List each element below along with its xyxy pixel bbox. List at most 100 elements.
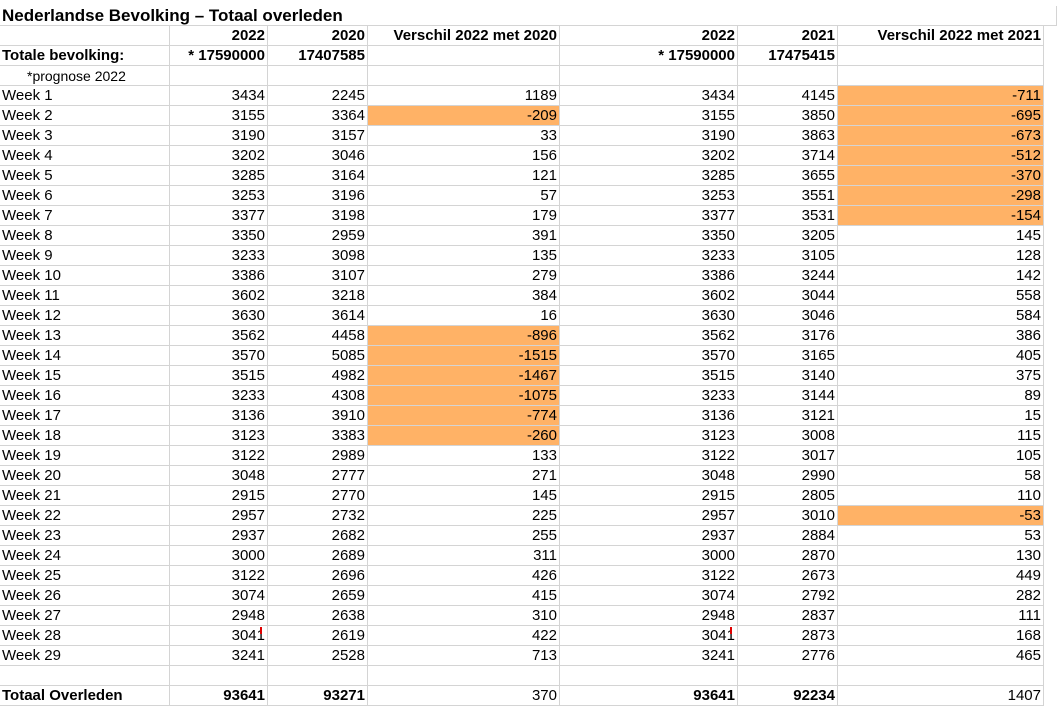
prognose-note[interactable]: *prognose 2022: [0, 66, 170, 86]
week-2020[interactable]: 3383: [268, 426, 368, 446]
week-2022-right[interactable]: 3123: [560, 426, 738, 446]
week-diff-2020[interactable]: -260: [368, 426, 560, 446]
week-2020[interactable]: 2732: [268, 506, 368, 526]
population-2022-left[interactable]: * 17590000: [170, 46, 268, 66]
week-2022-right[interactable]: 3602: [560, 286, 738, 306]
week-diff-2021[interactable]: 128: [838, 246, 1044, 266]
population-2020[interactable]: 17407585: [268, 46, 368, 66]
empty-cell[interactable]: [560, 666, 738, 686]
week-diff-2021[interactable]: 130: [838, 546, 1044, 566]
week-2022-left[interactable]: 3602: [170, 286, 268, 306]
week-diff-2021[interactable]: 115: [838, 426, 1044, 446]
week-diff-2021[interactable]: -53: [838, 506, 1044, 526]
week-2020[interactable]: 2689: [268, 546, 368, 566]
week-2020[interactable]: 3164: [268, 166, 368, 186]
week-label[interactable]: Week 29: [0, 646, 170, 666]
note-empty-cell[interactable]: [738, 66, 838, 86]
week-diff-2020[interactable]: -1467: [368, 366, 560, 386]
week-2021[interactable]: 2884: [738, 526, 838, 546]
week-2021[interactable]: 3863: [738, 126, 838, 146]
empty-cell[interactable]: [170, 666, 268, 686]
week-2020[interactable]: 3098: [268, 246, 368, 266]
week-diff-2020[interactable]: -896: [368, 326, 560, 346]
week-2022-right[interactable]: 3434: [560, 86, 738, 106]
population-2022-right[interactable]: * 17590000: [560, 46, 738, 66]
week-2022-right[interactable]: 3515: [560, 366, 738, 386]
empty-cell[interactable]: [838, 666, 1044, 686]
header-2021[interactable]: 2021: [738, 26, 838, 46]
note-empty-cell[interactable]: [268, 66, 368, 86]
week-diff-2021[interactable]: 15: [838, 406, 1044, 426]
population-2021[interactable]: 17475415: [738, 46, 838, 66]
week-2022-right[interactable]: 3202: [560, 146, 738, 166]
week-label[interactable]: Week 9: [0, 246, 170, 266]
week-2021[interactable]: 2990: [738, 466, 838, 486]
week-2020[interactable]: 2245: [268, 86, 368, 106]
week-diff-2021[interactable]: 465: [838, 646, 1044, 666]
week-2022-right[interactable]: 3122: [560, 566, 738, 586]
week-diff-2020[interactable]: -774: [368, 406, 560, 426]
week-label[interactable]: Week 28: [0, 626, 170, 646]
week-2022-left[interactable]: 2948: [170, 606, 268, 626]
week-diff-2020[interactable]: 426: [368, 566, 560, 586]
week-label[interactable]: Week 14: [0, 346, 170, 366]
week-label[interactable]: Week 18: [0, 426, 170, 446]
comment-marker-icon[interactable]: [260, 627, 262, 634]
week-2022-right[interactable]: 3241: [560, 646, 738, 666]
week-2020[interactable]: 2682: [268, 526, 368, 546]
week-2021[interactable]: 3140: [738, 366, 838, 386]
total-2022-left[interactable]: 93641: [170, 686, 268, 706]
week-2021[interactable]: 3121: [738, 406, 838, 426]
week-2022-right[interactable]: 3386: [560, 266, 738, 286]
week-2022-left[interactable]: 3386: [170, 266, 268, 286]
sheet-title[interactable]: Nederlandse Bevolking – Totaal overleden: [0, 6, 1057, 26]
week-diff-2021[interactable]: 111: [838, 606, 1044, 626]
week-label[interactable]: Week 12: [0, 306, 170, 326]
total-diff-2021[interactable]: 1407: [838, 686, 1044, 706]
week-label[interactable]: Week 19: [0, 446, 170, 466]
week-2022-right[interactable]: 2957: [560, 506, 738, 526]
week-2021[interactable]: 3165: [738, 346, 838, 366]
header-2022-right[interactable]: 2022: [560, 26, 738, 46]
week-diff-2021[interactable]: -154: [838, 206, 1044, 226]
week-diff-2020[interactable]: 33: [368, 126, 560, 146]
week-diff-2020[interactable]: -1075: [368, 386, 560, 406]
week-2022-left[interactable]: 3241: [170, 646, 268, 666]
week-diff-2020[interactable]: 145: [368, 486, 560, 506]
week-diff-2021[interactable]: 168: [838, 626, 1044, 646]
week-2022-left[interactable]: 3515: [170, 366, 268, 386]
week-2022-left[interactable]: 3562: [170, 326, 268, 346]
week-2022-left[interactable]: 3048: [170, 466, 268, 486]
week-label[interactable]: Week 2: [0, 106, 170, 126]
week-2021[interactable]: 2870: [738, 546, 838, 566]
week-2021[interactable]: 2873: [738, 626, 838, 646]
header-2022-left[interactable]: 2022: [170, 26, 268, 46]
week-2022-right[interactable]: 3190: [560, 126, 738, 146]
week-2022-left[interactable]: 3630: [170, 306, 268, 326]
header-diff-2020[interactable]: Verschil 2022 met 2020: [368, 26, 560, 46]
week-diff-2020[interactable]: 57: [368, 186, 560, 206]
week-diff-2020[interactable]: 713: [368, 646, 560, 666]
week-2022-right[interactable]: 3233: [560, 246, 738, 266]
week-2020[interactable]: 3218: [268, 286, 368, 306]
week-label[interactable]: Week 15: [0, 366, 170, 386]
week-label[interactable]: Week 16: [0, 386, 170, 406]
week-diff-2020[interactable]: -1515: [368, 346, 560, 366]
week-label[interactable]: Week 1: [0, 86, 170, 106]
week-diff-2021[interactable]: 558: [838, 286, 1044, 306]
week-2022-right[interactable]: 3630: [560, 306, 738, 326]
week-2022-right[interactable]: 3377: [560, 206, 738, 226]
week-2021[interactable]: 3850: [738, 106, 838, 126]
week-label[interactable]: Week 11: [0, 286, 170, 306]
empty-cell[interactable]: [268, 666, 368, 686]
week-2021[interactable]: 2837: [738, 606, 838, 626]
week-2020[interactable]: 2528: [268, 646, 368, 666]
week-2020[interactable]: 5085: [268, 346, 368, 366]
total-label[interactable]: Totaal Overleden: [0, 686, 170, 706]
week-2022-left[interactable]: 3570: [170, 346, 268, 366]
week-2022-right[interactable]: 3253: [560, 186, 738, 206]
week-2021[interactable]: 3008: [738, 426, 838, 446]
week-2020[interactable]: 2989: [268, 446, 368, 466]
week-2022-right[interactable]: 3048: [560, 466, 738, 486]
week-diff-2020[interactable]: 156: [368, 146, 560, 166]
